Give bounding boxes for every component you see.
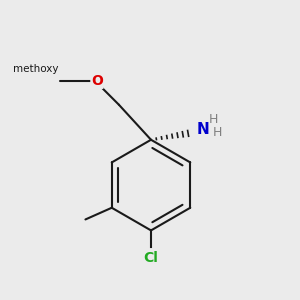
Text: O: O — [91, 74, 103, 88]
Text: H: H — [209, 113, 219, 126]
Text: H: H — [213, 126, 222, 139]
Text: N: N — [197, 122, 210, 137]
Text: Cl: Cl — [144, 251, 158, 265]
Text: methoxy: methoxy — [14, 64, 59, 74]
